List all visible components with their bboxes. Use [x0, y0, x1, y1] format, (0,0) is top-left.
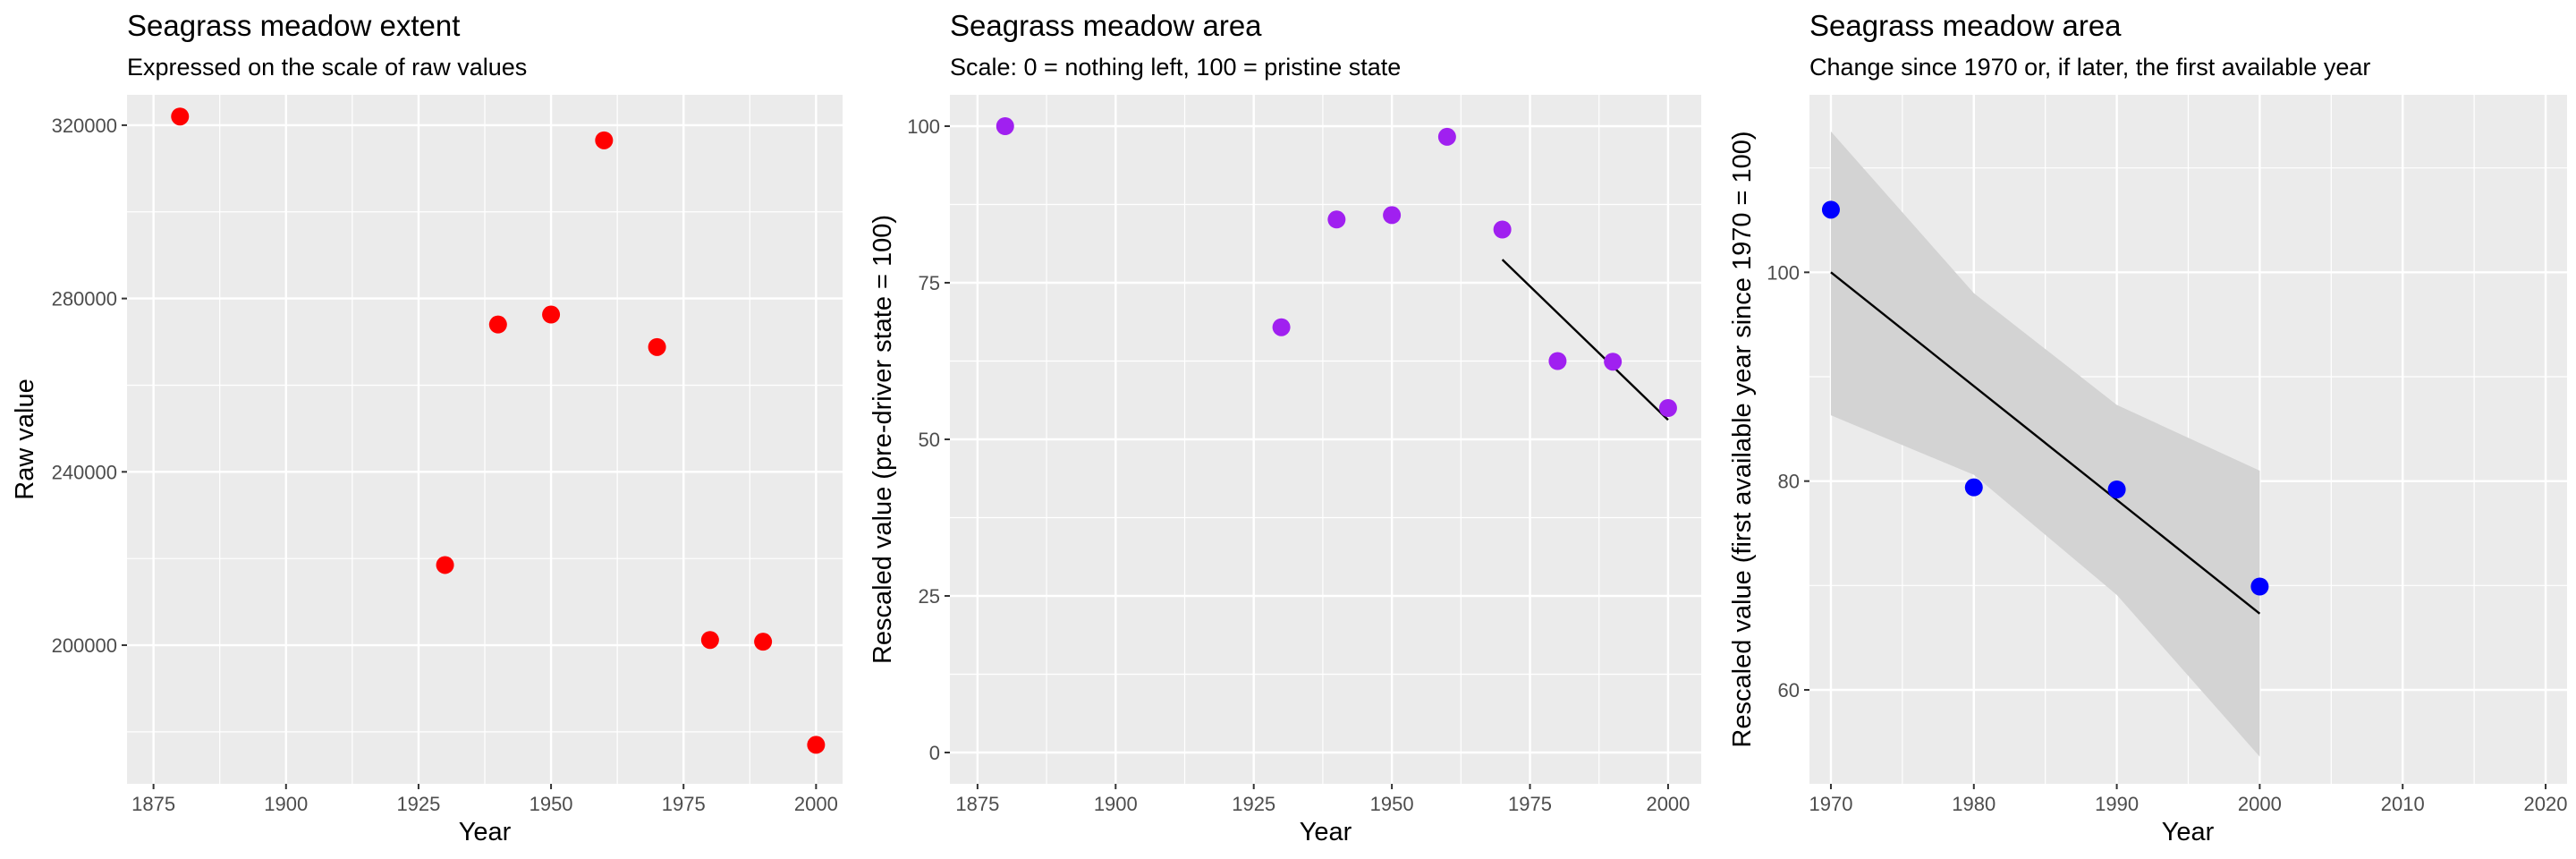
panel-2-gridlines [950, 95, 1701, 784]
x-tick-label: 1950 [1370, 793, 1414, 815]
panel-2-y-axis-label: Rescaled value (pre-driver state = 100) [869, 215, 897, 664]
panel-2-trend [1501, 259, 1669, 421]
panel-3-title: Seagrass meadow area [1809, 9, 2122, 42]
y-tick-label: 200000 [52, 634, 117, 657]
y-tick-label: 80 [1778, 471, 1800, 493]
data-point [1658, 399, 1677, 417]
x-tick-label: 1975 [662, 793, 706, 815]
x-tick-label: 1925 [1232, 793, 1275, 815]
panel-2-x-axis-label: Year [1300, 818, 1352, 846]
data-point [1493, 220, 1512, 239]
panel-3-x-axis-label: Year [2162, 818, 2215, 846]
y-tick-label: 280000 [52, 288, 117, 310]
panel-3-data-points [1821, 200, 2269, 596]
data-point [488, 315, 507, 334]
trend-line [1501, 259, 1669, 421]
data-point [754, 633, 773, 651]
data-point [807, 736, 826, 754]
y-tick-label: 0 [929, 742, 940, 764]
x-tick-label: 2000 [2238, 793, 2282, 815]
panel-3-y-axis-label: Rescaled value (first available year sin… [1728, 131, 1757, 747]
panel-2-ticks: 1875 1900 1925 1950 1975 2000 0 25 50 75 100 [907, 115, 1690, 815]
x-tick-label: 1975 [1508, 793, 1552, 815]
data-point [2107, 481, 2126, 498]
y-tick-label: 25 [919, 585, 940, 608]
y-tick-label: 50 [919, 429, 940, 451]
data-point [1272, 318, 1291, 336]
panel-3-ticks: 1970 1980 1990 2000 2010 2020 60 80 100 [1767, 261, 2567, 815]
panel-1-subtitle: Expressed on the scale of raw values [127, 54, 527, 81]
panel-raw-extent: Seagrass meadow extent Expressed on the … [11, 9, 843, 846]
panel-rescaled-area: Seagrass meadow area Scale: 0 = nothing … [869, 9, 1701, 846]
x-tick-label: 2010 [2381, 793, 2425, 815]
x-tick-label: 2000 [1646, 793, 1690, 815]
x-tick-label: 1900 [1094, 793, 1138, 815]
panel-2-title: Seagrass meadow area [950, 9, 1262, 42]
data-point [595, 131, 614, 149]
panel-2-data-points [996, 117, 1677, 417]
x-tick-label: 2000 [794, 793, 838, 815]
data-point [1437, 127, 1456, 146]
y-tick-label: 75 [919, 272, 940, 294]
panel-1-y-axis-label: Raw value [11, 378, 39, 499]
x-tick-label: 1990 [2095, 793, 2139, 815]
data-point [436, 556, 454, 574]
data-point [1964, 478, 1983, 497]
data-point [996, 117, 1014, 135]
y-tick-label: 100 [907, 115, 940, 138]
y-tick-label: 100 [1767, 261, 1800, 284]
x-tick-label: 2020 [2524, 793, 2568, 815]
x-tick-label: 1925 [396, 793, 440, 815]
panel-1-gridlines [127, 95, 843, 784]
x-tick-label: 1980 [1952, 793, 1996, 815]
x-tick-label: 1875 [955, 793, 999, 815]
x-tick-label: 1970 [1809, 793, 1852, 815]
y-tick-label: 320000 [52, 115, 117, 137]
panel-1-data-points [171, 107, 826, 754]
panel-1-x-axis-label: Year [459, 818, 512, 846]
x-tick-label: 1900 [264, 793, 308, 815]
panel-1-title: Seagrass meadow extent [127, 9, 460, 42]
data-point [542, 305, 561, 324]
panel-3-subtitle: Change since 1970 or, if later, the firs… [1809, 54, 2370, 81]
data-point [1327, 210, 1346, 229]
y-tick-label: 60 [1778, 679, 1800, 702]
data-point [700, 631, 719, 650]
x-tick-label: 1950 [530, 793, 573, 815]
data-point [1821, 200, 1840, 219]
panel-3-trend-and-band [1830, 131, 2261, 757]
data-point [2250, 577, 2269, 596]
trend-line [1830, 271, 2261, 615]
data-point [1383, 206, 1402, 225]
y-tick-label: 240000 [52, 461, 117, 483]
data-point [171, 107, 190, 126]
data-point [648, 337, 666, 356]
panel-change-since-1970: Seagrass meadow area Change since 1970 o… [1728, 9, 2568, 846]
data-point [1548, 352, 1567, 370]
data-point [1604, 353, 1623, 371]
panel-2-subtitle: Scale: 0 = nothing left, 100 = pristine … [950, 54, 1401, 81]
x-tick-label: 1875 [131, 793, 175, 815]
panel-1-ticks: 1875 1900 1925 1950 1975 2000 200000 240000 2800… [52, 115, 838, 815]
